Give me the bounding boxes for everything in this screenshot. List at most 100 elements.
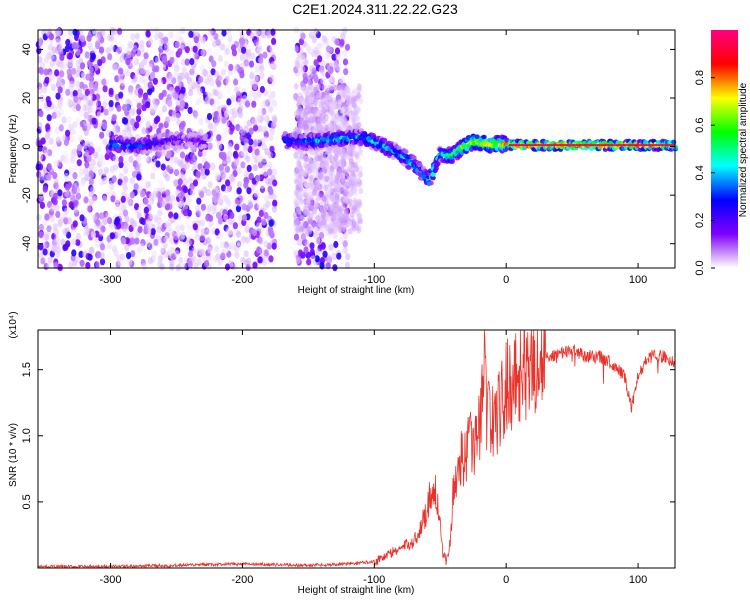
- heatmap-cell: [317, 55, 323, 63]
- heatmap-cell: [327, 67, 333, 75]
- heatmap-cell: [257, 256, 263, 264]
- heatmap-cell: [198, 248, 204, 257]
- heatmap-cell: [236, 181, 243, 189]
- ridge-cell: [663, 144, 665, 147]
- heatmap-cell: [268, 227, 274, 235]
- heatmap-cell: [74, 186, 80, 194]
- heatmap-cell: [202, 68, 208, 76]
- heatmap-cell: [59, 64, 65, 72]
- heatmap-cell: [83, 196, 89, 204]
- ridge-cell: [538, 144, 540, 147]
- heatmap-cell: [328, 155, 334, 163]
- heatmap-cell: [307, 71, 313, 79]
- heatmap-cell: [125, 104, 131, 112]
- heatmap-cell: [297, 238, 303, 246]
- heatmap-cell: [315, 236, 321, 244]
- y-tick-label: 0.5: [21, 494, 33, 509]
- heatmap-cell: [324, 100, 330, 108]
- heatmap-cell: [323, 37, 329, 45]
- heatmap-cell: [163, 235, 169, 243]
- heatmap-cell: [68, 261, 74, 269]
- heatmap-cell: [302, 228, 308, 235]
- heatmap-cell: [304, 201, 310, 208]
- heatmap-cell: [303, 172, 309, 180]
- heatmap-cell: [110, 195, 116, 203]
- heatmap-cell: [339, 155, 345, 163]
- heatmap-cell: [255, 114, 261, 122]
- heatmap-cell: [142, 93, 149, 101]
- heatmap-cell: [71, 249, 77, 257]
- heatmap-cell: [112, 38, 118, 46]
- heatmap-cell: [309, 199, 315, 207]
- heatmap-cell: [79, 259, 85, 267]
- heatmap-cell: [71, 238, 77, 246]
- heatmap-cell: [215, 211, 222, 219]
- heatmap-cell: [127, 41, 133, 49]
- snr-y-multiplier: (x10⁴): [8, 311, 19, 338]
- heatmap-cell: [299, 107, 305, 114]
- heatmap-cell: [304, 240, 310, 248]
- ridge-cell: [517, 144, 519, 147]
- heatmap-cell: [180, 40, 186, 49]
- heatmap-cell: [223, 241, 229, 249]
- heatmap-cell: [350, 189, 355, 196]
- heatmap-cell: [241, 203, 247, 211]
- x-tick-label: -300: [100, 574, 122, 586]
- ridge-cell: [671, 139, 677, 145]
- heatmap-cell: [342, 240, 348, 248]
- heatmap-cell: [40, 257, 46, 265]
- heatmap-cell: [261, 125, 267, 133]
- heatmap-cell: [324, 156, 330, 164]
- heatmap-cell: [61, 116, 67, 124]
- ridge-cell: [599, 144, 601, 147]
- heatmap-cell: [318, 216, 324, 223]
- heatmap-cell: [194, 233, 200, 241]
- heatmap-cell: [301, 170, 306, 177]
- heatmap-cell: [226, 98, 232, 106]
- snr-y-axis-label: SNR (10 * v/v): [8, 423, 19, 487]
- heatmap-cell: [351, 97, 356, 104]
- heatmap-cell: [208, 214, 214, 222]
- heatmap-cell: [334, 116, 339, 124]
- heatmap-cell: [136, 67, 142, 76]
- heatmap-cell: [336, 209, 342, 217]
- heatmap-cell: [353, 190, 358, 197]
- heatmap-cell: [76, 159, 82, 167]
- heatmap-cell: [85, 73, 91, 81]
- heatmap-cell: [331, 214, 337, 222]
- heatmap-cell: [304, 192, 310, 200]
- colorbar: 0.00.20.40.60.8 Normalized spectral ampl…: [694, 30, 749, 276]
- heatmap-cell: [72, 121, 78, 129]
- heatmap-cell: [217, 113, 223, 121]
- heatmap-cell: [75, 97, 82, 105]
- heatmap-cell: [173, 93, 179, 101]
- heatmap-cell: [153, 214, 159, 222]
- heatmap-cell: [133, 58, 140, 66]
- heatmap-cell: [166, 150, 172, 158]
- heatmap-cell: [344, 181, 351, 189]
- heatmap-cell: [331, 253, 337, 261]
- heatmap-cell: [206, 205, 212, 213]
- heatmap-cell: [268, 219, 274, 227]
- heatmap-cell: [196, 258, 202, 266]
- snr-y-ticks: 0.51.01.5: [21, 362, 675, 510]
- ridge-cell: [559, 144, 562, 147]
- heatmap-cell: [356, 156, 361, 163]
- ridge-cell: [624, 144, 626, 147]
- heatmap-cell: [311, 183, 316, 190]
- heatmap-cell: [311, 189, 317, 196]
- heatmap-cell: [190, 189, 196, 197]
- heatmap-cell: [300, 65, 306, 73]
- heatmap-cell: [350, 223, 355, 230]
- heatmap-cell: [330, 156, 336, 163]
- heatmap-cell: [299, 112, 305, 119]
- heatmap-cell: [200, 37, 206, 45]
- heatmap-cell: [147, 81, 153, 89]
- heatmap-cell: [227, 142, 233, 150]
- heatmap-cell: [213, 89, 219, 97]
- heatmap-cell: [323, 212, 329, 220]
- heatmap-cell: [309, 248, 315, 256]
- heatmap-cell: [103, 166, 109, 174]
- heatmap-cell: [342, 217, 348, 226]
- heatmap-cell: [72, 90, 78, 98]
